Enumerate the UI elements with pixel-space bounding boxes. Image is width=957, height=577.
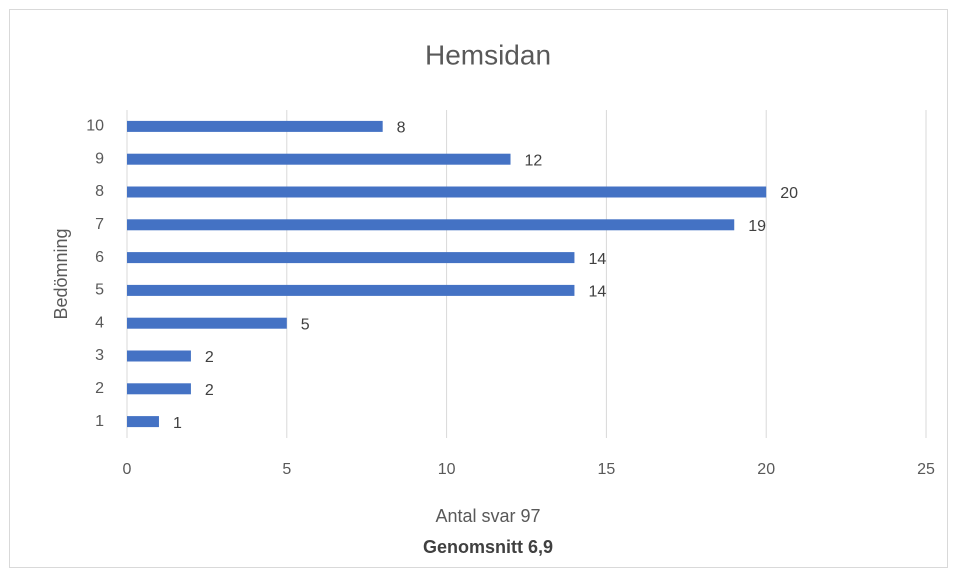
y-tick-label: 7: [95, 216, 104, 233]
x-tick-label: 5: [282, 461, 291, 478]
bar: [127, 317, 287, 329]
bar: [127, 153, 511, 165]
x-axis-label: Antal svar 97: [435, 506, 540, 526]
bar: [127, 186, 767, 198]
data-label: 2: [205, 349, 214, 366]
data-label: 1: [173, 415, 182, 432]
data-label: 19: [748, 218, 766, 235]
bar: [127, 219, 735, 231]
bar: [127, 350, 191, 362]
chart-title: Hemsidan: [425, 39, 551, 70]
y-axis-label: Bedömning: [51, 228, 71, 319]
y-tick-label: 10: [86, 118, 104, 135]
y-tick-label: 9: [95, 150, 104, 167]
y-tick-label: 3: [95, 347, 104, 364]
data-label: 14: [588, 251, 606, 268]
data-label: 12: [525, 152, 543, 169]
annotation: Genomsnitt 6,9: [423, 537, 553, 557]
x-tick-label: 10: [438, 461, 456, 478]
x-tick-label: 15: [598, 461, 616, 478]
data-label: 20: [780, 185, 798, 202]
y-tick-label: 5: [95, 282, 104, 299]
y-tick-label: 8: [95, 183, 104, 200]
bar: [127, 120, 383, 132]
data-label: 5: [301, 316, 310, 333]
bar: [127, 252, 575, 264]
bar: [127, 383, 191, 395]
data-label: 2: [205, 382, 214, 399]
data-label: 8: [397, 120, 406, 137]
x-tick-label: 0: [123, 461, 132, 478]
bar: [127, 284, 575, 296]
y-tick-label: 4: [95, 314, 104, 331]
data-label: 14: [588, 284, 606, 301]
y-tick-label: 6: [95, 249, 104, 266]
y-tick-label: 1: [95, 413, 104, 430]
x-tick-label: 25: [917, 461, 935, 478]
y-tick-label: 2: [95, 380, 104, 397]
x-tick-label: 20: [757, 461, 775, 478]
bar: [127, 416, 159, 428]
